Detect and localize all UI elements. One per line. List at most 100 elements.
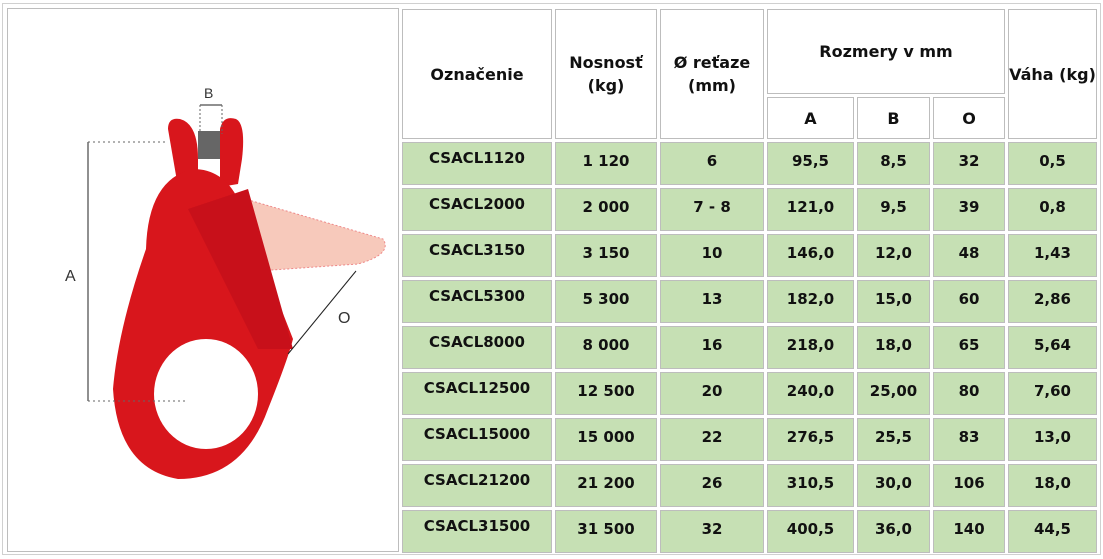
cell-chain: 16	[660, 326, 764, 369]
cell-chain: 6	[660, 142, 764, 185]
cell-text: 106	[953, 473, 985, 492]
cell-text: 60	[958, 289, 980, 308]
cell-text: 30,0	[874, 473, 912, 492]
cell-capacity: 2 000	[555, 188, 657, 231]
cell-dim-a: 218,0	[767, 326, 854, 369]
cell-weight: 2,86	[1008, 280, 1097, 323]
cell-weight: 44,5	[1008, 510, 1097, 553]
cell-capacity: 5 300	[555, 280, 657, 323]
cell-dim-b: 15,0	[857, 280, 930, 323]
cell-chain: 13	[660, 280, 764, 323]
cell-text: 15,0	[874, 289, 912, 308]
cell-designation: CSACL31500	[402, 510, 552, 553]
header-b: B	[857, 97, 930, 139]
cell-text: 13	[701, 289, 723, 308]
cell-weight: 0,8	[1008, 188, 1097, 231]
cell-dim-b: 18,0	[857, 326, 930, 369]
cell-dim-b: 12,0	[857, 234, 930, 277]
cell-text: 44,5	[1033, 519, 1071, 538]
cell-dim-o: 65	[933, 326, 1005, 369]
latch-open-area	[227, 193, 386, 272]
cell-capacity: 8 000	[555, 326, 657, 369]
cell-dim-b: 25,5	[857, 418, 930, 461]
cell-weight: 1,43	[1008, 234, 1097, 277]
cell-text: 48	[958, 243, 980, 262]
cell-text: 18,0	[1033, 473, 1071, 492]
cell-designation: CSACL21200	[402, 464, 552, 507]
table-row: CSACL15000 15 000 22 276,5 25,5 83 13,0	[402, 418, 1097, 461]
cell-text: 146,0	[786, 243, 835, 262]
cell-text: 26	[701, 473, 723, 492]
cell-dim-b: 8,5	[857, 142, 930, 185]
cell-dim-a: 146,0	[767, 234, 854, 277]
cell-text: 400,5	[786, 519, 835, 538]
cell-text: 7 - 8	[693, 197, 731, 216]
cell-text: 5,64	[1033, 335, 1071, 354]
cell-text: 32	[958, 151, 980, 170]
cell-text: 25,00	[869, 381, 918, 400]
cell-text: 13,0	[1033, 427, 1071, 446]
table-row: CSACL5300 5 300 13 182,0 15,0 60 2,86	[402, 280, 1097, 323]
cell-weight: 7,60	[1008, 372, 1097, 415]
cell-dim-b: 25,00	[857, 372, 930, 415]
cell-designation: CSACL5300	[402, 280, 552, 323]
product-sheet: B A O Označenie Nosnosť (kg) Ø reťaze (m…	[2, 3, 1101, 555]
table-row: CSACL12500 12 500 20 240,0 25,00 80 7,60	[402, 372, 1097, 415]
cell-designation: CSACL3150	[402, 234, 552, 277]
cell-text: 31 500	[577, 519, 635, 538]
dimension-o-line	[287, 270, 357, 355]
cell-text: 182,0	[786, 289, 835, 308]
cell-text: 121,0	[786, 197, 835, 216]
cell-text: 39	[958, 197, 980, 216]
table-row: CSACL2000 2 000 7 - 8 121,0 9,5 39 0,8	[402, 188, 1097, 231]
cell-text: 12,0	[874, 243, 912, 262]
cell-text: 83	[958, 427, 980, 446]
table-row: CSACL31500 31 500 32 400,5 36,0 140 44,5	[402, 510, 1097, 553]
cell-text: 18,0	[874, 335, 912, 354]
cell-text: 276,5	[786, 427, 835, 446]
cell-text: CSACL12500	[423, 378, 531, 397]
cell-text: 12 500	[577, 381, 635, 400]
header-o: O	[933, 97, 1005, 139]
cell-dim-a: 121,0	[767, 188, 854, 231]
cell-dim-a: 182,0	[767, 280, 854, 323]
cell-capacity: 12 500	[555, 372, 657, 415]
cell-weight: 0,5	[1008, 142, 1097, 185]
cell-dim-o: 83	[933, 418, 1005, 461]
cell-text: 25,5	[874, 427, 912, 446]
cell-text: 310,5	[786, 473, 835, 492]
cell-designation: CSACL1120	[402, 142, 552, 185]
pin-icon	[198, 131, 220, 159]
cell-designation: CSACL8000	[402, 326, 552, 369]
cell-text: 0,8	[1039, 197, 1066, 216]
cell-text: CSACL1120	[428, 148, 525, 167]
table-row: CSACL3150 3 150 10 146,0 12,0 48 1,43	[402, 234, 1097, 277]
hook-diagram: B A O	[7, 8, 399, 552]
label-o: O	[338, 310, 350, 327]
cell-text: CSACL21200	[423, 470, 531, 489]
cell-dim-o: 32	[933, 142, 1005, 185]
cell-chain: 32	[660, 510, 764, 553]
cell-text: 95,5	[791, 151, 829, 170]
header-chain: Ø reťaze (mm)	[660, 9, 764, 139]
label-b: B	[204, 85, 213, 101]
cell-text: CSACL2000	[428, 194, 525, 213]
cell-chain: 20	[660, 372, 764, 415]
cell-chain: 26	[660, 464, 764, 507]
header-weight: Váha (kg)	[1008, 9, 1097, 139]
cell-weight: 5,64	[1008, 326, 1097, 369]
cell-text: 20	[701, 381, 723, 400]
cell-text: 2,86	[1033, 289, 1071, 308]
cell-dim-b: 9,5	[857, 188, 930, 231]
spec-table: Označenie Nosnosť (kg) Ø reťaze (mm) Roz…	[399, 6, 1100, 556]
header-dimensions: Rozmery v mm	[767, 9, 1005, 94]
cell-text: 6	[706, 151, 718, 170]
cell-text: 3 150	[582, 243, 630, 262]
cell-dim-o: 39	[933, 188, 1005, 231]
cell-text: 36,0	[874, 519, 912, 538]
cell-dim-a: 310,5	[767, 464, 854, 507]
header-a: A	[767, 97, 854, 139]
cell-capacity: 15 000	[555, 418, 657, 461]
cell-text: 15 000	[577, 427, 635, 446]
table-row: CSACL21200 21 200 26 310,5 30,0 106 18,0	[402, 464, 1097, 507]
